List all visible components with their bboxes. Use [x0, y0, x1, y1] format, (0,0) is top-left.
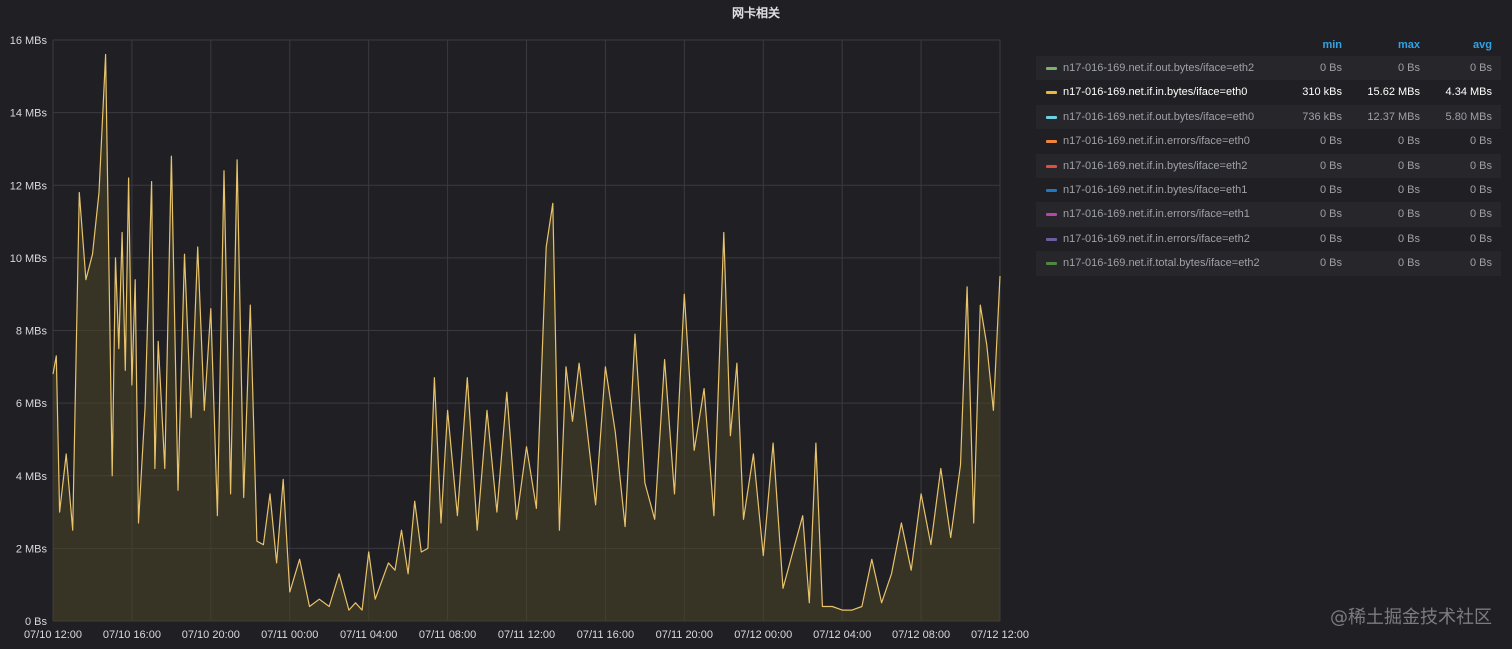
- legend-table: min max avg n17-016-169.net.if.out.bytes…: [1036, 36, 1501, 276]
- y-tick-label: 16 MBs: [10, 35, 48, 47]
- legend-max-value: 12.37 MBs: [1367, 110, 1420, 123]
- legend-max-value: 0 Bs: [1397, 62, 1420, 74]
- y-axis-ticks: 0 Bs 2 MBs 4 MBs 6 MBs 8 MBs 10 MBs 12 MBs 14 M…: [10, 35, 48, 628]
- y-tick-label: 14 MBs: [10, 108, 48, 120]
- legend-avg-value: 0 Bs: [1469, 135, 1492, 148]
- x-tick-label: 07/11 16:00: [577, 629, 634, 641]
- legend-swatch-icon[interactable]: [1046, 237, 1057, 241]
- legend-swatch-icon[interactable]: [1046, 140, 1057, 144]
- legend-series-name[interactable]: n17-016-169.net.if.in.bytes/iface=eth2: [1063, 159, 1248, 172]
- y-tick-label: 8 MBs: [16, 326, 48, 338]
- x-tick-label: 07/12 00:00: [734, 629, 792, 641]
- chart-series: [52, 53, 1001, 621]
- legend-rows: n17-016-169.net.if.out.bytes/iface=eth2 0…: [1036, 56, 1501, 276]
- y-tick-label: 6 MBs: [16, 398, 48, 410]
- legend-max-value: 0 Bs: [1397, 135, 1420, 148]
- legend-header: min max avg: [1036, 36, 1501, 56]
- watermark: @稀土掘金技术社区: [1330, 607, 1492, 628]
- legend-min-value: 0 Bs: [1319, 62, 1342, 74]
- y-tick-label: 2 MBs: [16, 543, 48, 555]
- legend-avg-value: 0 Bs: [1469, 62, 1492, 74]
- y-tick-label: 0 Bs: [25, 616, 48, 628]
- legend-series-name[interactable]: n17-016-169.net.if.in.bytes/iface=eth1: [1063, 183, 1248, 196]
- legend-swatch-icon[interactable]: [1046, 67, 1057, 70]
- network-chart: 0 Bs 2 MBs 4 MBs 6 MBs 8 MBs 10 MBs 12 MBs 14 M…: [10, 35, 1029, 641]
- legend-header-avg[interactable]: avg: [1473, 39, 1492, 51]
- legend-avg-value: 5.80 MBs: [1445, 110, 1492, 123]
- legend-max-value: 0 Bs: [1397, 159, 1420, 172]
- x-tick-label: 07/11 12:00: [498, 629, 555, 641]
- legend-swatch-icon[interactable]: [1046, 262, 1057, 266]
- legend-row[interactable]: n17-016-169.net.if.in.errors/iface=eth2 0…: [1036, 227, 1501, 251]
- legend-swatch-icon[interactable]: [1046, 164, 1057, 168]
- legend-swatch-icon[interactable]: [1046, 91, 1057, 95]
- legend-min-value: 0 Bs: [1319, 208, 1342, 221]
- legend-row[interactable]: n17-016-169.net.if.in.errors/iface=eth1 0…: [1036, 202, 1501, 227]
- legend-avg-value: 0 Bs: [1469, 208, 1492, 221]
- x-tick-label: 07/11 00:00: [261, 629, 318, 641]
- legend-series-name[interactable]: n17-016-169.net.if.in.bytes/iface=eth0: [1063, 86, 1248, 99]
- legend-row[interactable]: n17-016-169.net.if.in.bytes/iface=eth2 0 …: [1036, 153, 1501, 178]
- legend-swatch-icon[interactable]: [1046, 213, 1057, 217]
- legend-series-name[interactable]: n17-016-169.net.if.in.errors/iface=eth2: [1063, 232, 1250, 245]
- legend-max-value: 0 Bs: [1397, 183, 1420, 196]
- x-tick-label: 07/12 12:00: [971, 629, 1029, 641]
- legend-row[interactable]: n17-016-169.net.if.out.bytes/iface=eth2 0…: [1036, 56, 1501, 81]
- x-tick-label: 07/12 04:00: [813, 629, 871, 641]
- y-tick-label: 10 MBs: [10, 253, 48, 265]
- series-area-fill: [53, 54, 1000, 621]
- legend-swatch-icon[interactable]: [1046, 115, 1057, 119]
- legend-series-name[interactable]: n17-016-169.net.if.total.bytes/iface=eth…: [1063, 257, 1260, 270]
- x-tick-label: 07/10 12:00: [24, 629, 82, 641]
- legend-max-value: 0 Bs: [1397, 257, 1420, 270]
- legend-avg-value: 0 Bs: [1469, 257, 1492, 270]
- legend-series-name[interactable]: n17-016-169.net.if.out.bytes/iface=eth0: [1063, 110, 1255, 123]
- legend-max-value: 0 Bs: [1397, 208, 1420, 221]
- legend-header-max[interactable]: max: [1397, 39, 1420, 51]
- x-tick-label: 07/12 08:00: [892, 629, 950, 641]
- legend-avg-value: 4.34 MBs: [1445, 86, 1492, 99]
- x-tick-label: 07/10 16:00: [103, 629, 161, 641]
- legend-min-value: 0 Bs: [1319, 232, 1342, 245]
- legend-row[interactable]: n17-016-169.net.if.total.bytes/iface=eth…: [1036, 251, 1501, 276]
- legend-swatch-icon[interactable]: [1046, 188, 1057, 192]
- legend-min-value: 310 kBs: [1302, 86, 1342, 99]
- legend-min-value: 0 Bs: [1319, 257, 1342, 270]
- y-tick-label: 12 MBs: [10, 180, 48, 192]
- series-line: [52, 53, 1001, 611]
- x-tick-label: 07/11 04:00: [340, 629, 397, 641]
- legend-series-name[interactable]: n17-016-169.net.if.in.errors/iface=eth1: [1063, 208, 1250, 221]
- x-tick-label: 07/10 20:00: [182, 629, 240, 641]
- legend-avg-value: 0 Bs: [1469, 232, 1492, 245]
- legend-row[interactable]: n17-016-169.net.if.in.bytes/iface=eth0 31…: [1036, 80, 1501, 104]
- legend-row[interactable]: n17-016-169.net.if.out.bytes/iface=eth0 7…: [1036, 104, 1501, 130]
- legend-row[interactable]: n17-016-169.net.if.in.errors/iface=eth0 0…: [1036, 129, 1501, 153]
- legend-series-name[interactable]: n17-016-169.net.if.out.bytes/iface=eth2: [1063, 62, 1255, 74]
- legend-avg-value: 0 Bs: [1469, 183, 1492, 196]
- legend-max-value: 15.62 MBs: [1367, 86, 1420, 99]
- x-tick-label: 07/11 20:00: [656, 629, 713, 641]
- legend-avg-value: 0 Bs: [1469, 159, 1492, 172]
- x-tick-label: 07/11 08:00: [419, 629, 476, 641]
- legend-min-value: 736 kBs: [1302, 110, 1342, 123]
- legend-max-value: 0 Bs: [1397, 232, 1420, 245]
- legend-min-value: 0 Bs: [1319, 183, 1342, 196]
- legend-min-value: 0 Bs: [1319, 159, 1342, 172]
- x-axis-ticks: 07/10 12:00 07/10 16:00 07/10 20:00 07/11 0…: [24, 629, 1029, 641]
- legend-header-min[interactable]: min: [1322, 39, 1342, 51]
- legend-min-value: 0 Bs: [1319, 135, 1342, 148]
- panel-title: 网卡相关: [731, 6, 780, 20]
- legend-row[interactable]: n17-016-169.net.if.in.bytes/iface=eth1 0 …: [1036, 178, 1501, 202]
- y-tick-label: 4 MBs: [16, 471, 48, 483]
- legend-series-name[interactable]: n17-016-169.net.if.in.errors/iface=eth0: [1063, 135, 1250, 148]
